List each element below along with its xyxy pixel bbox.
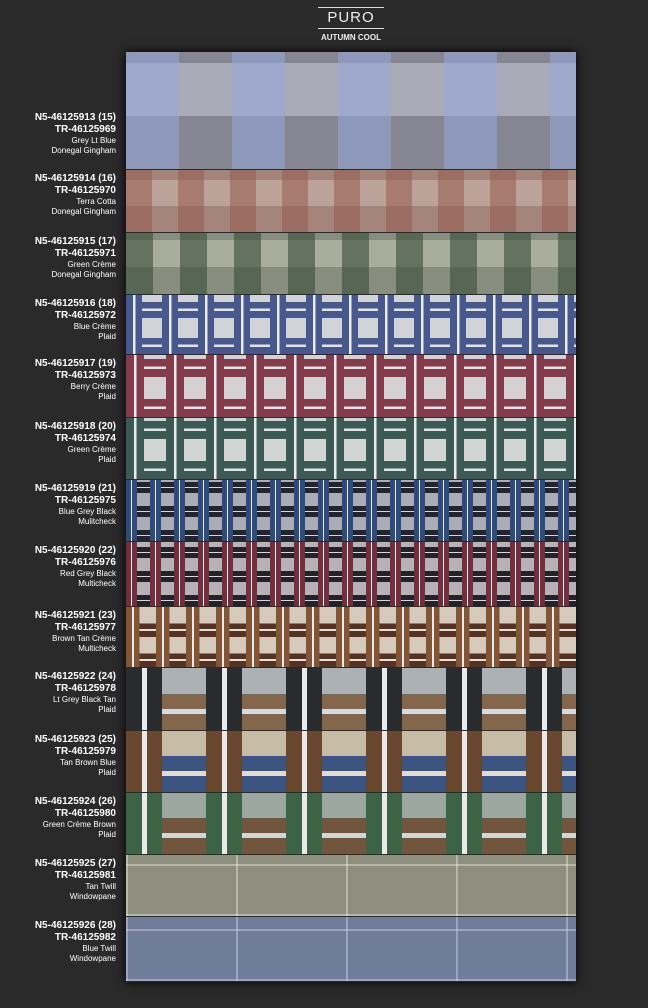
fabric-pattern: Multicheck xyxy=(78,579,116,588)
fabric-label: N5-46125926 (28) TR-46125982 Blue Twill Win… xyxy=(35,920,116,964)
fabric-code: N5-46125923 (25) xyxy=(34,734,116,745)
fabric-swatch xyxy=(126,355,576,417)
fabric-color: Brown Tan Crème xyxy=(52,634,116,643)
fabric-swatch xyxy=(126,607,576,667)
fabric-color: Blue Grey Black xyxy=(58,507,116,516)
fabric-color: Blue Twill xyxy=(82,944,116,953)
fabric-pattern: Windowpane xyxy=(69,892,116,901)
fabric-ref: TR-46125974 xyxy=(54,433,116,444)
fabric-label: N5-46125924 (26) TR-46125980 Green Crème B… xyxy=(35,796,116,840)
brand-title: PURO xyxy=(318,7,384,29)
fabric-code: N5-46125915 (17) xyxy=(34,236,116,247)
fabric-label: N5-46125920 (22) TR-46125976 Red Grey Blac… xyxy=(35,545,116,589)
fabric-label: N5-46125922 (24) TR-46125978 Lt Grey Black… xyxy=(35,671,116,715)
fabric-pattern: Plaid xyxy=(98,830,116,839)
fabric-code: N5-46125920 (22) xyxy=(34,545,116,556)
fabric-color: Green Crème xyxy=(67,445,116,454)
fabric-ref: TR-46125972 xyxy=(54,310,116,321)
fabric-color: Terra Cotta xyxy=(76,197,116,206)
fabric-ref: TR-46125975 xyxy=(54,495,116,506)
fabric-ref: TR-46125971 xyxy=(54,248,116,259)
collection-title: AUTUMN COOL xyxy=(321,33,381,42)
fabric-swatch xyxy=(126,542,576,606)
fabric-pattern: Donegal Gingham xyxy=(51,270,116,279)
fabric-ref: TR-46125982 xyxy=(54,932,116,943)
fabric-pattern: Windowpane xyxy=(69,954,116,963)
fabric-label: N5-46125918 (20) TR-46125974 Green Crème Pl… xyxy=(35,421,116,465)
fabric-code: N5-46125914 (16) xyxy=(34,173,116,184)
fabric-swatch xyxy=(126,668,576,730)
fabric-code: N5-46125917 (19) xyxy=(34,358,116,369)
fabric-ref: TR-46125973 xyxy=(54,370,116,381)
fabric-color: Lt Grey Black Tan xyxy=(53,695,116,704)
fabric-swatch xyxy=(126,418,576,479)
fabric-swatch xyxy=(126,855,576,916)
fabric-code: N5-46125924 (26) xyxy=(34,796,116,807)
fabric-label: N5-46125914 (16) TR-46125970 Terra Cotta Do… xyxy=(35,173,116,217)
fabric-swatch xyxy=(126,480,576,541)
fabric-code: N5-46125918 (20) xyxy=(34,421,116,432)
fabric-code: N5-46125922 (24) xyxy=(34,671,116,682)
fabric-swatch xyxy=(126,233,576,294)
fabric-pattern: Donegal Gingham xyxy=(51,146,116,155)
fabric-label: N5-46125921 (23) TR-46125977 Brown Tan Crè… xyxy=(35,610,116,654)
swatch-column xyxy=(126,52,576,982)
fabric-pattern: Plaid xyxy=(98,705,116,714)
fabric-ref: TR-46125981 xyxy=(54,870,116,881)
fabric-color: Grey Lt Blue xyxy=(71,136,116,145)
fabric-color: Red Grey Black xyxy=(59,569,116,578)
fabric-label: N5-46125913 (15) TR-46125969 Grey Lt Blue D… xyxy=(35,112,116,156)
fabric-color: Tan Twill xyxy=(85,882,116,891)
fabric-color: Green Crème xyxy=(67,260,116,269)
fabric-pattern: Mulitcheck xyxy=(78,517,116,526)
fabric-ref: TR-46125976 xyxy=(54,557,116,568)
fabric-code: N5-46125919 (21) xyxy=(34,483,116,494)
fabric-code: N5-46125916 (18) xyxy=(34,298,116,309)
fabric-ref: TR-46125969 xyxy=(54,124,116,135)
fabric-ref: TR-46125979 xyxy=(54,746,116,757)
fabric-pattern: Plaid xyxy=(98,392,116,401)
fabric-code: N5-46125921 (23) xyxy=(34,610,116,621)
fabric-ref: TR-46125977 xyxy=(54,622,116,633)
fabric-swatch xyxy=(126,793,576,854)
fabric-code: N5-46125925 (27) xyxy=(34,858,116,869)
fabric-color: Tan Brown Blue xyxy=(59,758,116,767)
fabric-label: N5-46125915 (17) TR-46125971 Green Crème Do… xyxy=(35,236,116,280)
fabric-swatch xyxy=(126,917,576,981)
fabric-swatch xyxy=(126,295,576,354)
fabric-pattern: Plaid xyxy=(98,455,116,464)
fabric-label: N5-46125919 (21) TR-46125975 Blue Grey Bla… xyxy=(35,483,116,527)
fabric-pattern: Donegal Gingham xyxy=(51,207,116,216)
fabric-pattern: Multicheck xyxy=(78,644,116,653)
fabric-label: N5-46125917 (19) TR-46125973 Berry Crème Pl… xyxy=(35,358,116,402)
fabric-label: N5-46125916 (18) TR-46125972 Blue Crème Pla… xyxy=(35,298,116,342)
fabric-swatch xyxy=(126,170,576,232)
fabric-code: N5-46125926 (28) xyxy=(34,920,116,931)
fabric-pattern: Plaid xyxy=(98,768,116,777)
fabric-swatch xyxy=(126,731,576,792)
fabric-color: Blue Crème xyxy=(73,322,116,331)
fabric-label: N5-46125923 (25) TR-46125979 Tan Brown Blu… xyxy=(35,734,116,778)
fabric-swatch xyxy=(126,52,576,169)
fabric-pattern: Plaid xyxy=(98,332,116,341)
fabric-label: N5-46125925 (27) TR-46125981 Tan Twill Wind… xyxy=(35,858,116,902)
fabric-ref: TR-46125978 xyxy=(54,683,116,694)
fabric-ref: TR-46125980 xyxy=(54,808,116,819)
fabric-code: N5-46125913 (15) xyxy=(34,112,116,123)
fabric-color: Berry Crème xyxy=(70,382,116,391)
fabric-color: Green Crème Brown xyxy=(42,820,116,829)
fabric-ref: TR-46125970 xyxy=(54,185,116,196)
